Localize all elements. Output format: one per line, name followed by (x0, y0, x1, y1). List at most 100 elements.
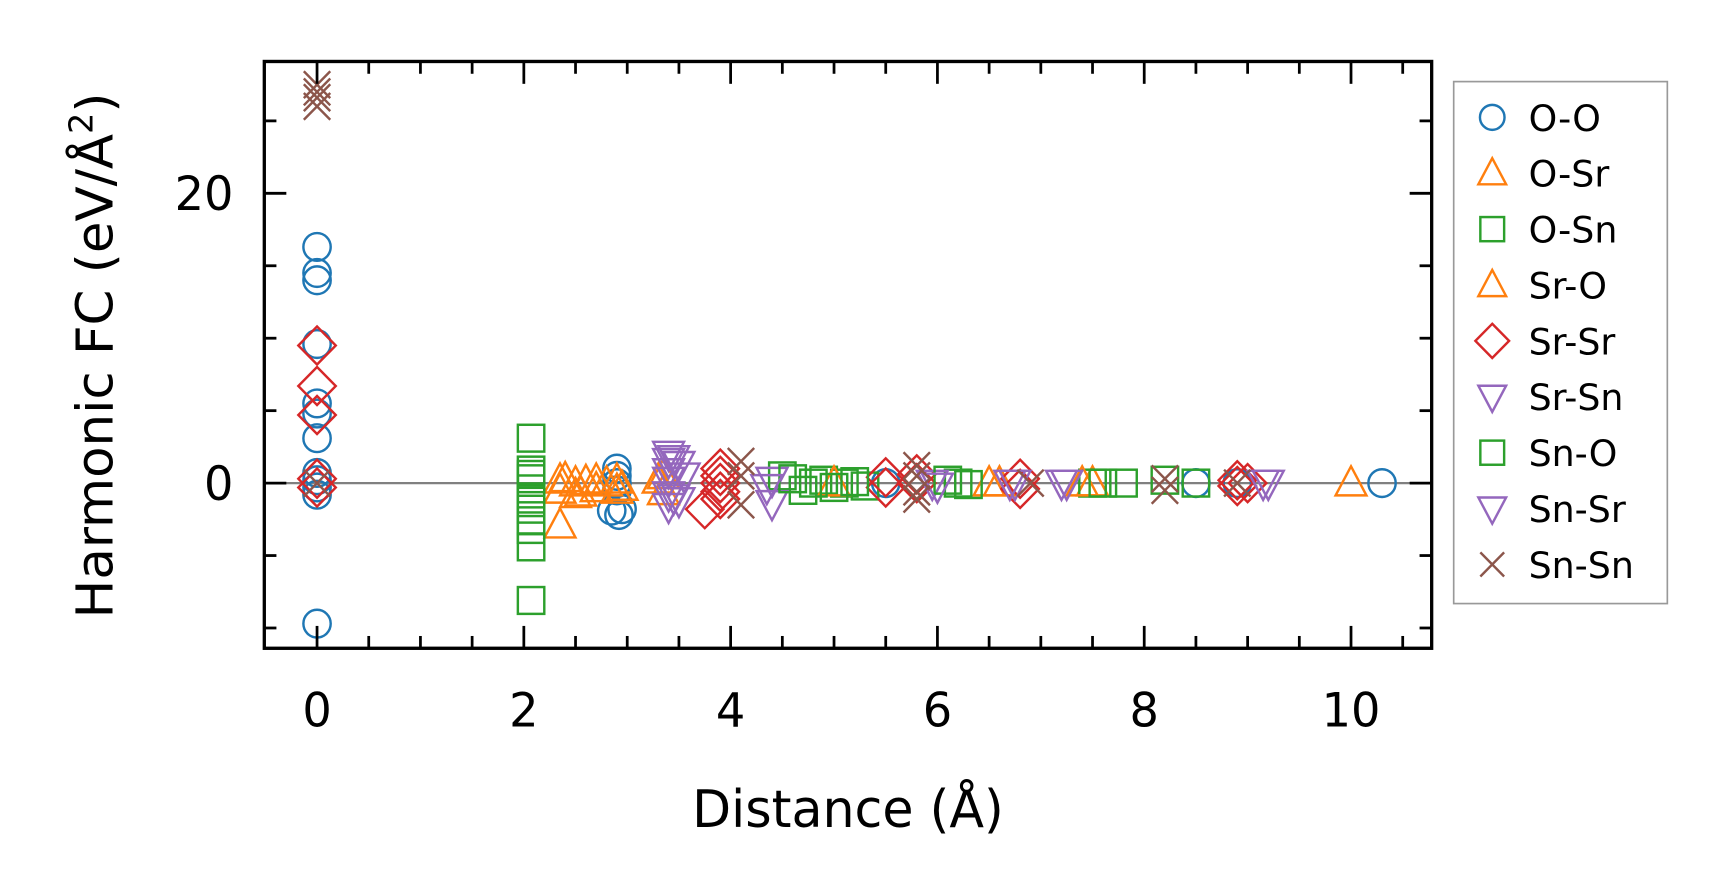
data-point (578, 460, 614, 494)
data-point (547, 459, 583, 493)
data-point (599, 470, 635, 504)
data-point (840, 467, 870, 497)
legend-entry: O-O (1478, 97, 1601, 140)
legend-entry: O-Sn (1479, 208, 1618, 252)
data-point (302, 465, 332, 496)
y-tick-label: 20 (175, 167, 234, 221)
data-point (656, 444, 692, 478)
data-point (933, 465, 963, 495)
data-point (749, 473, 785, 507)
legend-marker-icon (1476, 384, 1509, 415)
data-point (589, 463, 624, 497)
data-point (1222, 468, 1253, 499)
data-point (943, 468, 973, 498)
legend-marker-icon (1479, 439, 1506, 466)
legend-label: O-O (1529, 97, 1601, 140)
data-point (302, 423, 332, 454)
data-point (296, 394, 338, 436)
data-point (302, 77, 332, 107)
data-point (684, 488, 726, 530)
data-point (1367, 468, 1397, 499)
data-point (1333, 463, 1369, 497)
series-sn-sn (302, 70, 1252, 520)
x-tick-label: 4 (716, 683, 745, 737)
series-o-o (302, 231, 1397, 639)
data-point (1181, 468, 1211, 498)
data-point (726, 447, 756, 476)
data-point (1150, 465, 1180, 495)
x-tick-label: 10 (1322, 683, 1381, 737)
data-point (754, 489, 790, 523)
axis-ticks (264, 61, 1432, 649)
data-point (726, 461, 756, 491)
data-point (666, 462, 702, 496)
data-point (302, 92, 332, 121)
data-point (699, 462, 741, 504)
legend-entry: O-Sr (1476, 152, 1611, 196)
data-point (651, 440, 687, 474)
data-point (516, 532, 546, 562)
data-point (302, 472, 332, 503)
legend-entry: Sn-O (1479, 432, 1617, 475)
tick-labels: 0 2 4 6 8 10 0 20 (175, 167, 1381, 738)
legend-marker-icon (1479, 551, 1505, 578)
data-point (1150, 464, 1179, 494)
series-sn-sr (656, 444, 1281, 517)
data-point (902, 461, 931, 491)
data-point (954, 469, 983, 500)
legend-marker-icon (1479, 215, 1506, 243)
x-tick-label: 2 (509, 683, 538, 737)
data-point (596, 495, 627, 526)
data-point (302, 70, 332, 99)
y-axis-label: Harmonic FC (eV/Å2) (62, 93, 125, 619)
data-point (798, 468, 828, 498)
data-point (296, 365, 338, 407)
legend-marker-icon (1476, 267, 1509, 298)
legend-marker-icon (1478, 103, 1506, 132)
legend-label: O-Sr (1529, 152, 1611, 195)
legend-marker-icon (1476, 496, 1509, 527)
x-tick-label: 0 (302, 683, 331, 737)
data-point (302, 328, 332, 360)
series-sn-o (516, 459, 1118, 536)
series-sr-sr (296, 324, 1269, 530)
legend: O-O O-Sr O-Sn Sr-O Sr-Sr Sr-Sn Sn-O Sn-Sr Sn-Sn (1473, 97, 1634, 587)
data-point (902, 477, 931, 507)
legend-marker-icon (1476, 155, 1509, 186)
data-point (302, 468, 332, 498)
data-point (516, 514, 546, 545)
data-points (296, 70, 1397, 639)
legend-label: Sr-Sn (1529, 376, 1624, 419)
data-point (809, 465, 839, 495)
data-point (516, 506, 546, 536)
x-tick-label: 6 (923, 683, 952, 737)
data-point (542, 505, 578, 539)
x-axis-label: Distance (Å) (692, 779, 1004, 840)
legend-marker-icon (1473, 322, 1511, 360)
data-point (699, 447, 741, 490)
data-point (302, 265, 332, 296)
data-point (1150, 476, 1179, 505)
legend-entry: Sr-O (1476, 264, 1607, 307)
data-point (656, 484, 692, 517)
data-point (865, 466, 907, 509)
legend-label: Sn-Sn (1529, 544, 1634, 587)
legend-label: Sn-Sr (1529, 488, 1627, 531)
y-tick-label: 0 (204, 457, 233, 511)
data-point (982, 463, 1017, 497)
legend-label: Sr-O (1529, 264, 1607, 307)
data-point (661, 486, 697, 520)
data-point (726, 490, 756, 520)
data-point (1216, 465, 1258, 507)
data-point (997, 469, 1033, 503)
legend-entry: Sn-Sr (1476, 488, 1627, 531)
data-point (516, 459, 546, 490)
legend-label: Sr-Sr (1529, 320, 1617, 363)
legend-label: O-Sn (1529, 208, 1618, 251)
data-point (302, 231, 332, 263)
data-point (850, 471, 880, 501)
data-point (1016, 468, 1045, 498)
data-point (516, 585, 546, 616)
data-point (902, 484, 931, 514)
